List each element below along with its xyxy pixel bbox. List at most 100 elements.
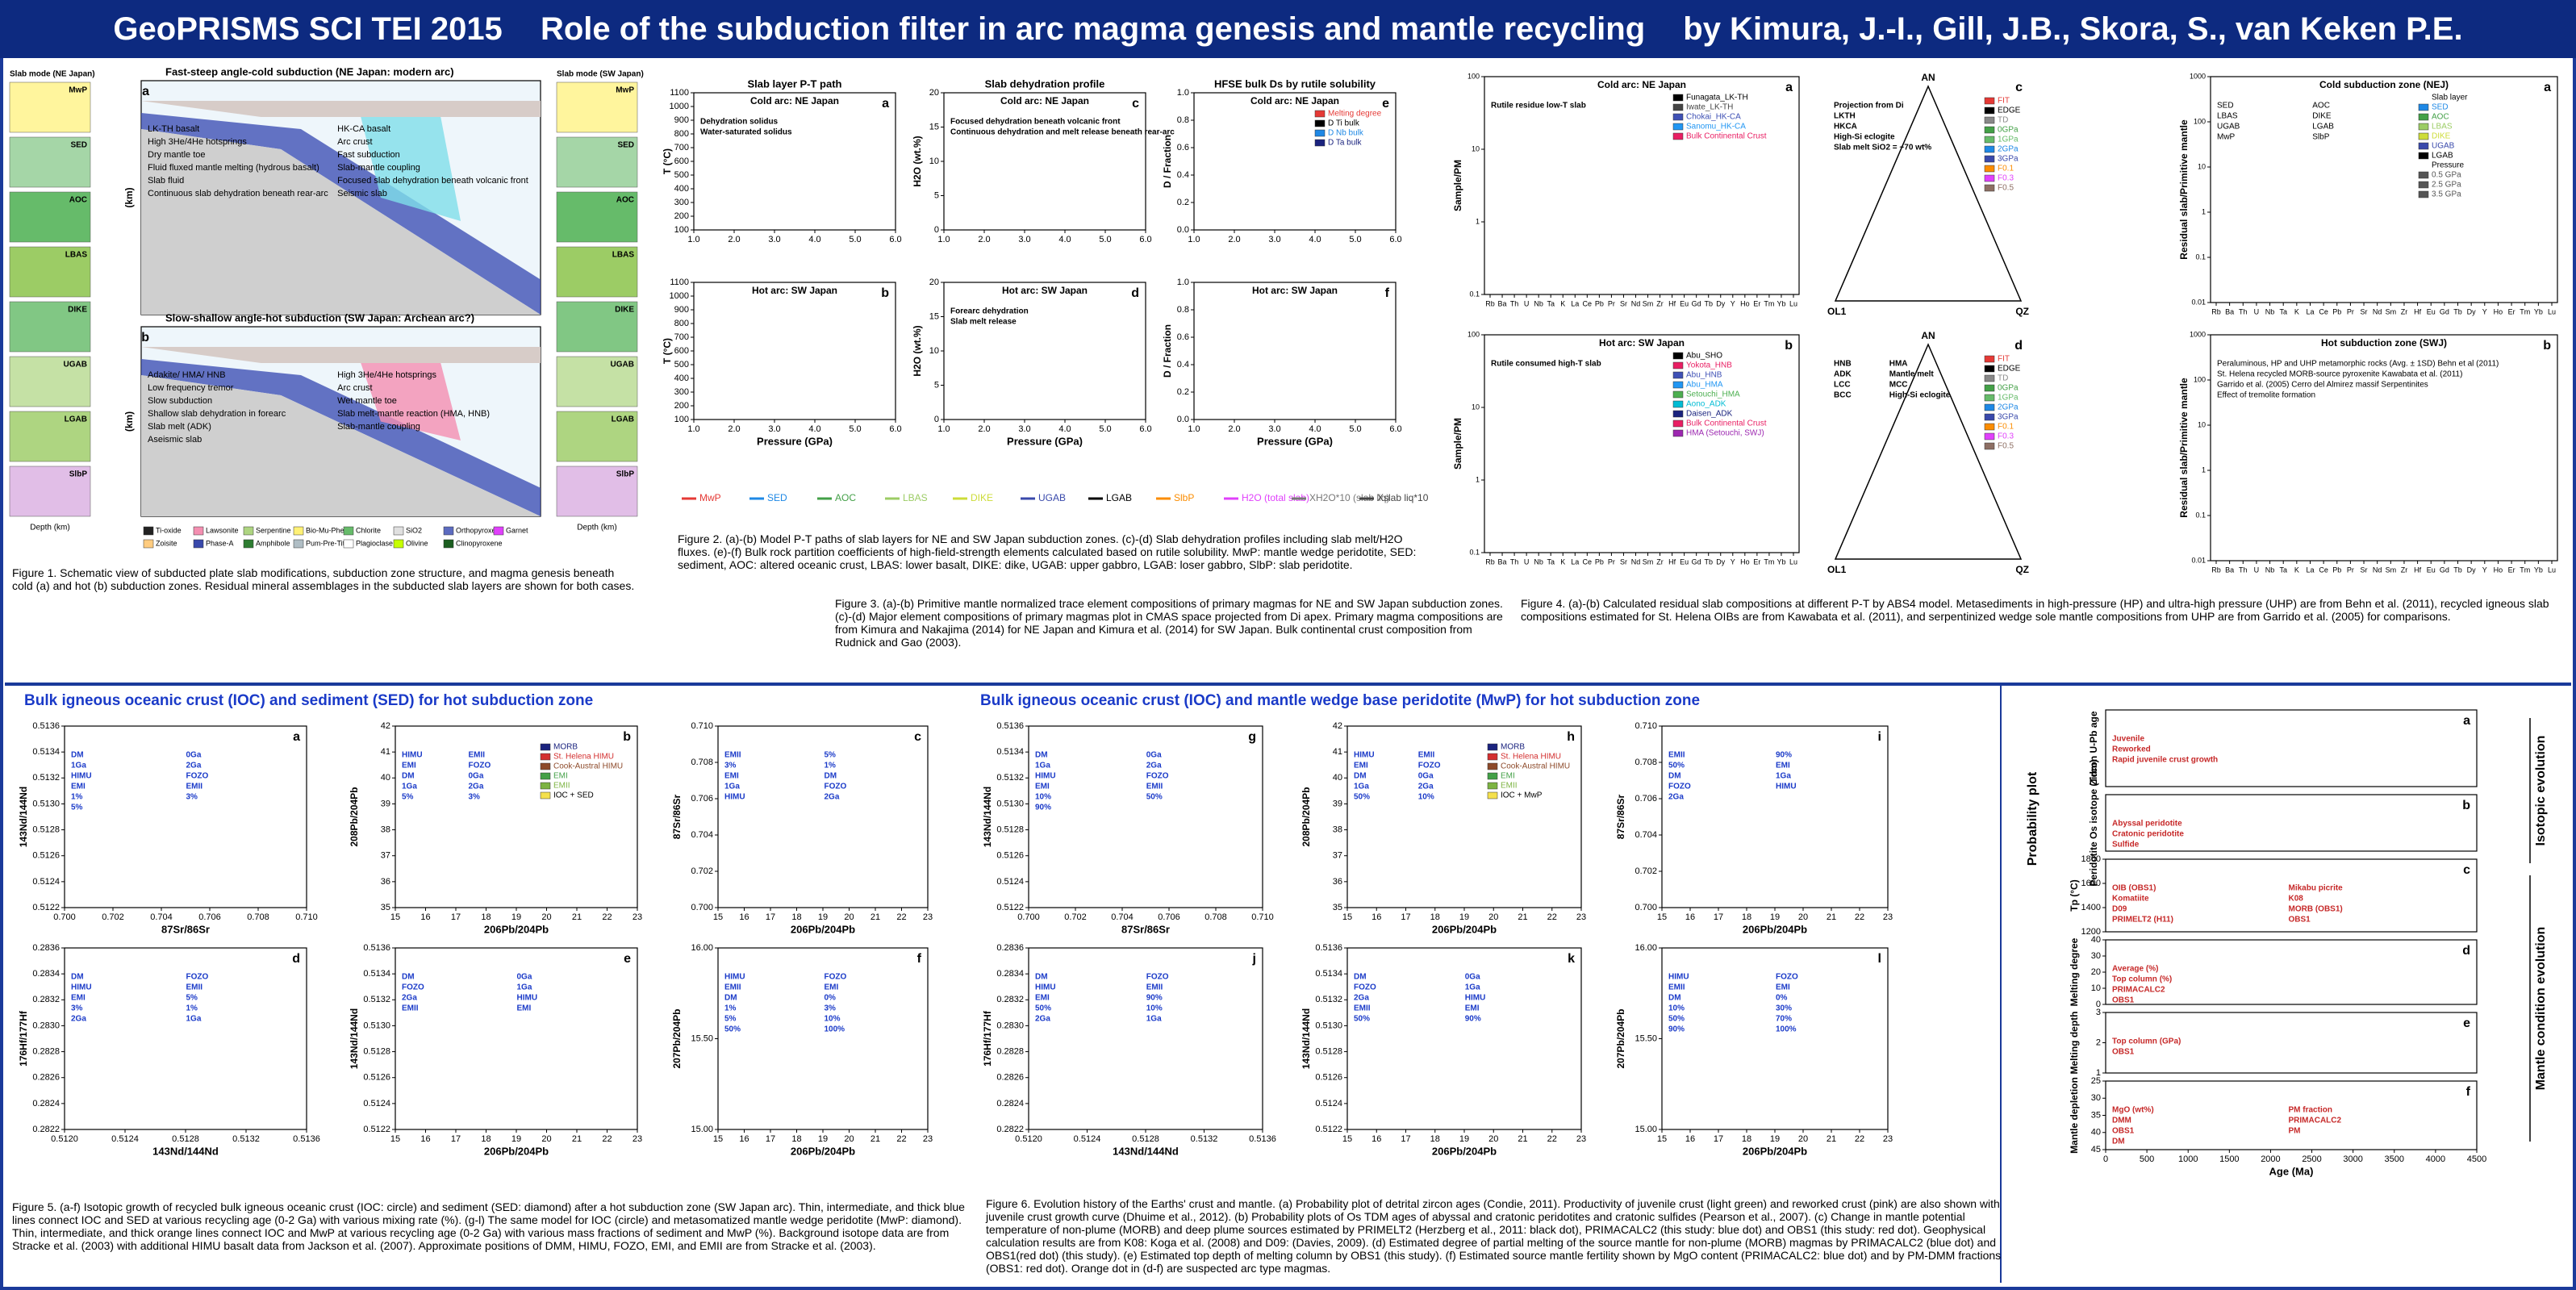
x-tick-label: 0.5120 [51, 1134, 78, 1144]
x-axis-label: 206Pb/204Pb [484, 1145, 549, 1157]
x-axis-label: Pressure (GPa) [1007, 435, 1083, 447]
annotation: 50% [1354, 1015, 1370, 1024]
x-axis-label: 87Sr/86Sr [161, 923, 210, 935]
vertex-label: OL1 [1827, 306, 1847, 317]
annotation: EMI [517, 1004, 532, 1013]
x-tick-label: 20 [541, 1134, 551, 1144]
legend-label: XH2O*10 (slab liq) [1309, 492, 1389, 503]
x-tick-label: Lu [2548, 307, 2556, 315]
y-axis-label: (km) [123, 187, 135, 207]
y-tick-label: 800 [674, 319, 689, 328]
y-tick-label: 41 [381, 747, 390, 757]
x-tick-label: 21 [870, 912, 880, 922]
x-tick-label: Hf [1668, 557, 1676, 566]
annotation: PRIMACALC2 [2289, 1117, 2342, 1125]
x-tick-label: Pb [2332, 307, 2341, 315]
annotation: DMM [2112, 1117, 2131, 1125]
plot-frame [64, 947, 307, 1130]
annotation: HIMU [724, 973, 745, 982]
x-tick-label: Rb [2211, 307, 2221, 315]
x-tick-label: 16 [739, 1134, 749, 1144]
y-tick-label: 0.5136 [996, 721, 1024, 731]
x-tick-label: 23 [923, 912, 933, 922]
x-tick-label: K [2294, 307, 2299, 315]
mineral-swatch [193, 526, 204, 536]
x-tick-label: 19 [818, 1134, 828, 1144]
legend-swatch [1984, 403, 1995, 411]
y-tick-label: 15 [929, 122, 939, 132]
y-tick-label: 800 [674, 129, 689, 139]
annotation: HIMU [1035, 983, 1056, 992]
y-tick-label: 0.5124 [32, 877, 60, 887]
y-tick-label: 0.1 [2195, 511, 2206, 519]
legend-label: FIT [1998, 355, 2010, 364]
melt-zone [361, 363, 461, 440]
annotation: 5% [186, 994, 198, 1003]
annotation: 0Ga [469, 772, 484, 781]
annotation: EMI [825, 983, 839, 992]
legend-swatch [540, 791, 551, 799]
annotation: Slab melt (ADK) [148, 422, 211, 432]
x-axis-label: 143Nd/144Nd [1113, 1145, 1179, 1157]
y-axis-label: 207Pb/204Pb [671, 1008, 683, 1068]
mineral-swatch [243, 526, 254, 536]
annotation: DM [1668, 772, 1681, 781]
y-tick-label: 0.700 [691, 903, 713, 912]
annotation: EMII [186, 983, 203, 992]
x-tick-label: 0.702 [1064, 912, 1087, 922]
annotation: Slab melt SiO2 = ~70 wt% [1834, 144, 1931, 152]
y-tick-label: 0.704 [1635, 830, 1657, 840]
caption: Figure 2. (a)-(b) Model P-T paths of sla… [678, 532, 1417, 571]
x-tick-label: La [2306, 566, 2314, 574]
x-tick-label: 1.0 [937, 235, 950, 244]
legend-label: UGAB [2432, 142, 2455, 151]
mineral-label: Chlorite [356, 526, 381, 534]
annotation: EMI [724, 772, 739, 781]
legend-swatch [540, 753, 551, 761]
legend-swatch [1984, 413, 1995, 421]
panel-title: Slow-shallow angle-hot subduction (SW Ja… [165, 311, 474, 324]
annotation: Top column (GPa) [2112, 1037, 2181, 1046]
mineral-swatch [243, 539, 254, 549]
panel-title: Slab dehydration profile [985, 77, 1105, 90]
x-tick-label: Th [2239, 307, 2248, 315]
group-label: Probability plot [2026, 771, 2040, 866]
y-tick-label: 1 [1476, 217, 1480, 225]
x-tick-label: 16 [739, 912, 749, 922]
y-tick-label: 25 [2091, 1076, 2101, 1086]
annotation: Wet mantle toe [337, 396, 397, 406]
legend-swatch [1672, 400, 1684, 408]
plot-frame [64, 725, 307, 908]
slab-layer-label: LGAB [612, 415, 634, 424]
panel-letter: c [2015, 81, 2023, 94]
annotation: DM [71, 973, 84, 982]
y-tick-label: 0.5124 [996, 877, 1024, 887]
annotation: DM [402, 973, 415, 982]
legend-swatch [1314, 129, 1326, 137]
mineral-swatch [443, 526, 454, 536]
x-tick-label: 5.0 [1099, 424, 1111, 434]
legend-label: Bulk Continental Crust [1686, 132, 1767, 141]
legend-label: 3.5 GPa [2432, 190, 2461, 199]
mineral-swatch [393, 526, 404, 536]
legend-label: Bulk Continental Crust [1686, 420, 1767, 428]
y-tick-label: 1.0 [1177, 88, 1189, 98]
annotation: Slab-mantle coupling [337, 422, 420, 432]
annotation: EMI [1776, 983, 1790, 992]
legend-label: HMA (Setouchi, SWJ) [1686, 429, 1764, 438]
y-tick-label: 0.6 [1177, 143, 1189, 152]
annotation: 1Ga [1354, 783, 1369, 791]
y-tick-label: 700 [674, 332, 689, 342]
x-tick-label: 21 [1827, 1134, 1836, 1144]
y-tick-label: 0.702 [1635, 866, 1657, 876]
legend-label: F0.3 [1998, 174, 2014, 183]
annotation: MgO (wt%) [2112, 1106, 2154, 1115]
annotation: Rutile residue low-T slab [1491, 102, 1586, 111]
y-tick-label: 20 [2091, 967, 2101, 977]
y-tick-label: 40 [1333, 773, 1342, 783]
y-axis-label: 87Sr/86Sr [1615, 794, 1626, 839]
y-axis-label: Residual slab/Primitive mantle [2178, 378, 2190, 518]
legend-swatch [2418, 132, 2429, 140]
x-tick-label: 0.708 [1204, 912, 1227, 922]
x-tick-label: 0.700 [1017, 912, 1040, 922]
